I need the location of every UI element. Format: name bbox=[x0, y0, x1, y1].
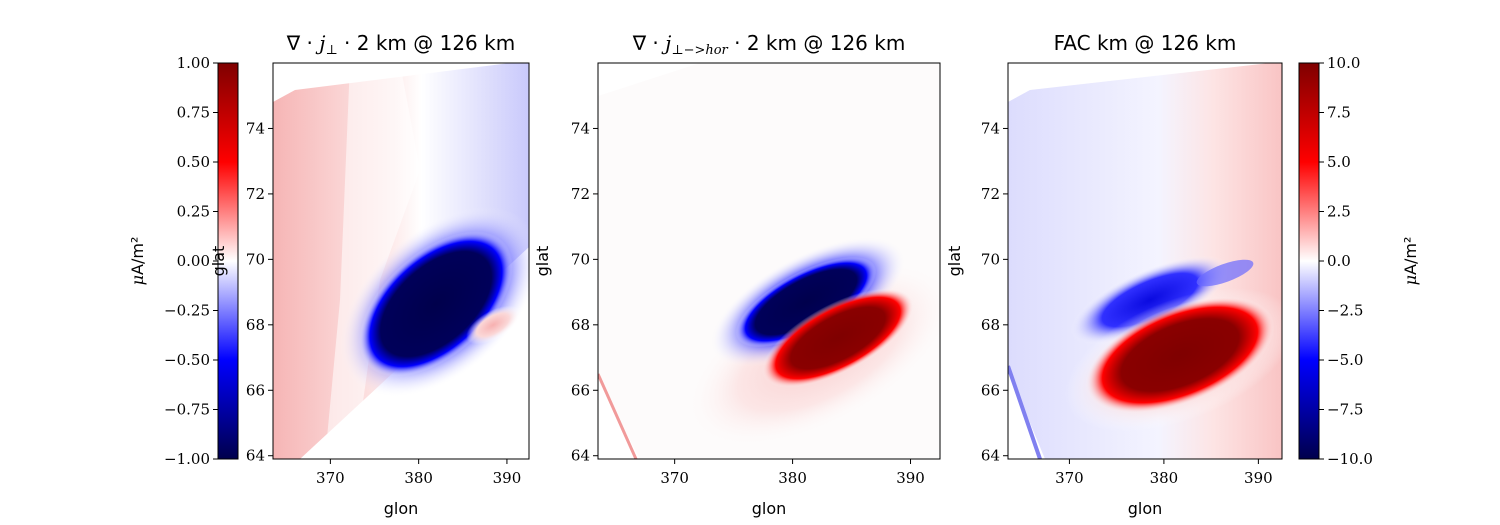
middle-xlabel: glon bbox=[752, 499, 787, 518]
middle-ylabel: glat bbox=[533, 246, 552, 277]
middle-ytick-label: 66 bbox=[571, 381, 590, 399]
right-cbar-tick-label: 10.0 bbox=[1327, 54, 1360, 72]
left-negative-blob bbox=[359, 231, 513, 377]
right-panel: 370 380 390 64 66 68 70 72 74 glon glat FAC km @… bbox=[945, 31, 1420, 518]
right-ytick-label: 66 bbox=[981, 381, 1000, 399]
left-ytick-label: 68 bbox=[246, 316, 265, 334]
left-ytick-label: 70 bbox=[246, 250, 265, 268]
left-cbar-tick-label: −0.50 bbox=[164, 351, 210, 369]
left-cbar-tick-label: 0.25 bbox=[177, 203, 210, 221]
right-cbar-tick-label: −2.5 bbox=[1327, 302, 1363, 320]
middle-axes-frame bbox=[597, 62, 941, 460]
left-ytick-label: 74 bbox=[246, 119, 265, 137]
left-axis-ticks: 370 380 390 64 66 68 70 72 74 bbox=[246, 119, 521, 487]
right-axis-ticks: 370 380 390 64 66 68 70 72 74 bbox=[981, 119, 1273, 487]
right-ytick-label: 70 bbox=[981, 250, 1000, 268]
right-ylabel: glat bbox=[945, 246, 964, 277]
middle-heatmap bbox=[598, 63, 940, 459]
left-ytick-label: 66 bbox=[246, 381, 265, 399]
right-cbar-tick-label: 7.5 bbox=[1327, 104, 1351, 122]
right-cbar-tick-label: 0.0 bbox=[1327, 252, 1351, 270]
right-ytick-label: 64 bbox=[981, 447, 1000, 465]
left-xtick-label: 370 bbox=[316, 469, 345, 487]
middle-ytick-label: 68 bbox=[571, 316, 590, 334]
left-heatmap bbox=[273, 63, 529, 459]
left-xtick-label: 390 bbox=[493, 469, 522, 487]
middle-ytick-label: 74 bbox=[571, 119, 590, 137]
middle-xtick-label: 380 bbox=[778, 469, 807, 487]
right-axes-frame bbox=[1007, 62, 1283, 460]
right-title: FAC km @ 126 km bbox=[1054, 31, 1237, 55]
left-panel: −1.00 −0.75 −0.50 −0.25 0.00 0.25 0.50 0.75 1.00… bbox=[128, 31, 530, 518]
middle-ytick-label: 72 bbox=[571, 185, 590, 203]
right-xtick-label: 380 bbox=[1150, 469, 1179, 487]
middle-xtick-label: 390 bbox=[896, 469, 925, 487]
middle-ytick-label: 70 bbox=[571, 250, 590, 268]
right-negative-tail bbox=[1196, 259, 1254, 287]
right-ytick-label: 72 bbox=[981, 185, 1000, 203]
left-cbar-tick-label: −0.75 bbox=[164, 401, 210, 419]
left-colorbar-label-unit: A/m² bbox=[128, 237, 147, 275]
right-colorbar bbox=[1298, 62, 1320, 460]
middle-panel: 370 380 390 64 66 68 70 72 74 glon glat ∇ · j⊥−>… bbox=[533, 31, 941, 518]
right-negative-band bbox=[1070, 255, 1230, 345]
left-cbar-tick-label: −1.00 bbox=[164, 450, 210, 468]
left-cbar-tick-label: 0.50 bbox=[177, 153, 210, 171]
middle-xtick-label: 370 bbox=[660, 469, 689, 487]
left-xtick-label: 380 bbox=[404, 469, 433, 487]
left-title: ∇ · j⊥ · 2 km @ 126 km bbox=[286, 31, 515, 58]
left-ytick-label: 72 bbox=[246, 185, 265, 203]
left-cbar-tick-label: −0.25 bbox=[164, 302, 210, 320]
left-xlabel: glon bbox=[384, 499, 419, 518]
right-ytick-label: 68 bbox=[981, 316, 1000, 334]
right-cbar-tick-label: −5.0 bbox=[1327, 351, 1363, 369]
right-cbar-tick-label: −10.0 bbox=[1327, 450, 1373, 468]
right-ytick-label: 74 bbox=[981, 119, 1000, 137]
left-positive-blob bbox=[466, 305, 520, 345]
right-xtick-label: 370 bbox=[1055, 469, 1084, 487]
left-cbar-tick-label: 0.75 bbox=[177, 104, 210, 122]
right-colorbar-ticks: −10.0 −7.5 −5.0 −2.5 0.0 2.5 5.0 7.5 10.0 bbox=[1319, 54, 1373, 468]
left-cbar-tick-label: 1.00 bbox=[177, 54, 210, 72]
right-colorbar-label: μA/m² bbox=[1401, 237, 1420, 286]
right-heatmap bbox=[1008, 63, 1282, 459]
right-xlabel: glon bbox=[1128, 499, 1163, 518]
left-ylabel: glat bbox=[209, 246, 228, 277]
right-edge-stripe bbox=[1008, 365, 1042, 459]
left-ytick-label: 64 bbox=[246, 447, 265, 465]
right-cbar-tick-label: −7.5 bbox=[1327, 401, 1363, 419]
right-cbar-tick-label: 5.0 bbox=[1327, 153, 1351, 171]
left-cbar-tick-label: 0.00 bbox=[177, 252, 210, 270]
middle-ytick-label: 64 bbox=[571, 447, 590, 465]
middle-positive-blob bbox=[762, 288, 914, 388]
left-colorbar-ticks: −1.00 −0.75 −0.50 −0.25 0.00 0.25 0.50 0.75 1.00 bbox=[164, 54, 218, 468]
middle-title: ∇ · j⊥−>hor · 2 km @ 126 km bbox=[632, 31, 906, 58]
right-xtick-label: 390 bbox=[1244, 469, 1273, 487]
middle-negative-blob bbox=[735, 256, 877, 348]
right-positive-blob bbox=[1085, 296, 1275, 414]
right-colorbar-label-unit: A/m² bbox=[1401, 237, 1420, 275]
left-colorbar-label: μA/m² bbox=[128, 237, 147, 286]
middle-axis-ticks: 370 380 390 64 66 68 70 72 74 bbox=[571, 119, 925, 487]
left-axes-frame bbox=[272, 62, 530, 460]
middle-edge-stripe bbox=[598, 373, 638, 459]
right-cbar-tick-label: 2.5 bbox=[1327, 203, 1351, 221]
